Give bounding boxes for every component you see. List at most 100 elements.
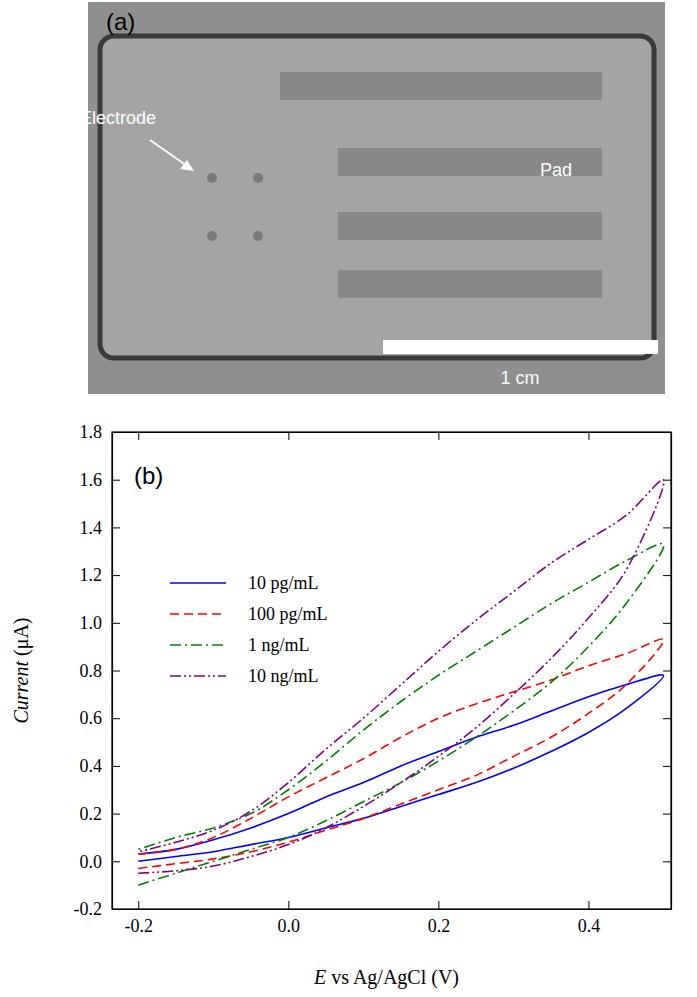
panel-label: (b) (134, 462, 163, 489)
tick-mark (112, 861, 120, 862)
tick-label: 0.6 (80, 708, 103, 728)
electrode-spot (207, 173, 217, 183)
tick-mark (112, 527, 120, 528)
tick-mark (438, 901, 439, 909)
tick-label: 0.2 (80, 804, 103, 824)
tick: -0.2 (125, 901, 154, 936)
x-axis-title: E vs Ag/AgCl (V) (313, 966, 459, 989)
series-line (138, 639, 663, 868)
electrode-spot (207, 231, 217, 241)
tick-mark (663, 671, 671, 672)
figure: (a)ElectrodePad1 cm -0.2 0.0 0.2 0.4 -0.2 0.0 0… (0, 0, 697, 997)
tick-mark (112, 575, 120, 576)
tick-label: 1.4 (80, 518, 103, 538)
tick: 0.0 (278, 901, 301, 936)
tick-mark (288, 432, 289, 440)
pad (338, 212, 602, 240)
tick (288, 432, 289, 440)
x-axis: -0.2 0.0 0.2 0.4 (113, 901, 672, 936)
tick (663, 575, 671, 576)
legend-swatch (170, 613, 226, 615)
y-axis-title: Current (μA) (10, 617, 33, 723)
tick: 0.2 (80, 804, 121, 824)
electrode-spot (253, 173, 263, 183)
series-line (138, 675, 663, 862)
tick (663, 527, 671, 528)
tick-label: 0.2 (428, 916, 451, 936)
tick: 0.0 (80, 852, 121, 872)
tick (663, 671, 671, 672)
tick-label: 1.2 (80, 565, 103, 585)
tick-mark (588, 901, 589, 909)
legend-swatch (170, 582, 226, 584)
photo-background (88, 2, 665, 394)
legend-label: 10 ng/mL (248, 666, 319, 686)
tick-mark (663, 718, 671, 719)
y-axis-right (663, 433, 672, 910)
tick-mark (663, 861, 671, 862)
scale-label: 1 cm (500, 368, 539, 388)
tick-mark (138, 901, 139, 909)
chip (100, 36, 654, 358)
tick-mark (112, 766, 120, 767)
tick-mark (288, 901, 289, 909)
series-line (138, 480, 664, 874)
panel-a: (a)ElectrodePad1 cm (80, 2, 665, 394)
legend-label: 10 pg/mL (248, 573, 319, 593)
y-axis: -0.2 0.0 0.2 0.4 0.6 0.8 1.0 1.2 1.4 1.6 1.8 (74, 422, 121, 919)
tick-mark (112, 718, 120, 719)
arrow-head (180, 160, 194, 171)
tick: 0.4 (80, 756, 121, 776)
tick-label: 1.0 (80, 613, 103, 633)
tick-mark (112, 480, 120, 481)
tick: 0.2 (428, 901, 451, 936)
tick (663, 861, 671, 862)
legend: 10 pg/mL 100 pg/mL 1 ng/mL 10 ng/mL (170, 573, 328, 686)
tick-mark (112, 623, 120, 624)
tick-mark (663, 623, 671, 624)
tick-mark (112, 814, 120, 815)
plot-area (138, 480, 664, 886)
tick-mark (663, 766, 671, 767)
plot-frame (112, 432, 671, 909)
tick: 0.6 (80, 708, 121, 728)
tick-label: 0.8 (80, 661, 103, 681)
legend-label: 1 ng/mL (248, 635, 310, 655)
legend-swatch (170, 644, 226, 646)
tick-label: 1.6 (80, 470, 103, 490)
tick (663, 623, 671, 624)
tick-mark (438, 432, 439, 440)
pad (338, 270, 602, 298)
tick-label: 0.0 (80, 852, 103, 872)
tick-mark (588, 432, 589, 440)
tick (588, 432, 589, 440)
tick-mark (663, 575, 671, 576)
tick-mark (663, 527, 671, 528)
tick-label: 0.4 (578, 916, 601, 936)
tick-mark (138, 432, 139, 440)
panel-b: -0.2 0.0 0.2 0.4 -0.2 0.0 0.2 0.4 0.6 0.8 1.0 1.2 1.… (10, 422, 672, 989)
tick: 1.4 (80, 518, 121, 538)
tick (138, 432, 139, 440)
legend-label: 100 pg/mL (248, 604, 328, 624)
pad (280, 72, 602, 100)
electrode-spot (253, 231, 263, 241)
tick: 1.6 (80, 470, 121, 490)
tick: 0.8 (80, 661, 121, 681)
panel-label: (a) (106, 8, 135, 35)
tick-mark (112, 671, 120, 672)
tick-label: -0.2 (125, 916, 154, 936)
legend-swatch (170, 675, 226, 677)
tick: 0.4 (578, 901, 601, 936)
tick (663, 766, 671, 767)
scale-bar (383, 340, 658, 354)
tick-label: -0.2 (74, 899, 103, 919)
tick: 1.2 (80, 565, 121, 585)
arrow (150, 140, 190, 168)
series-line (138, 544, 664, 886)
tick-label: 1.8 (80, 422, 103, 442)
tick (663, 718, 671, 719)
tick-mark (663, 814, 671, 815)
tick: 1.0 (80, 613, 121, 633)
tick (438, 432, 439, 440)
